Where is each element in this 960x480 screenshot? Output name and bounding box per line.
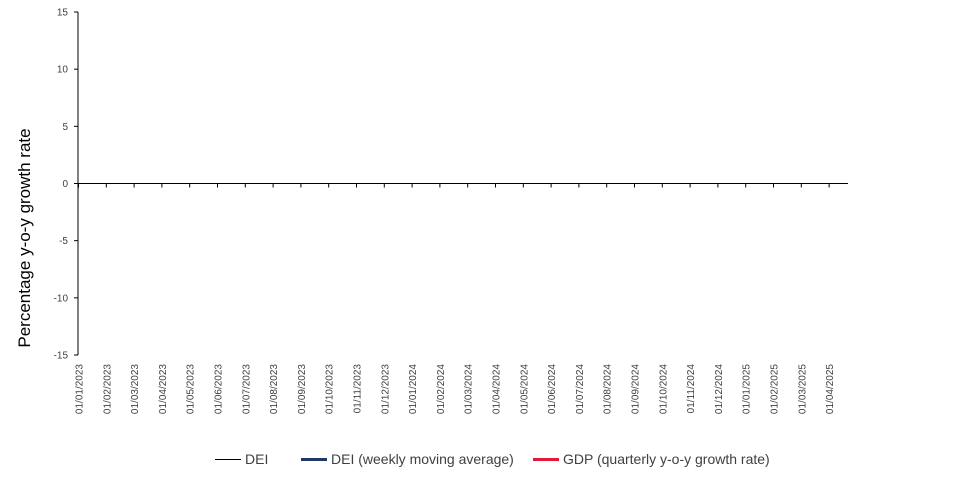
legend: DEI DEI (weekly moving average) GDP (qua… [0,451,960,471]
x-tick-label: 01/02/2024 [436,364,447,414]
x-tick-label: 01/06/2023 [214,364,225,414]
y-tick-label: 15 [57,8,69,19]
x-tick-label: 01/01/2025 [742,364,753,414]
legend-item-dei: DEI [215,451,268,467]
x-tick-label: 01/11/2023 [353,364,364,414]
legend-swatch-dei-weekly-ma [301,457,327,461]
legend-label-dei: DEI [245,451,269,467]
x-tick-label: 01/04/2025 [825,364,836,414]
x-tick-label: 01/05/2024 [519,364,530,414]
x-tick-label: 01/10/2023 [325,364,336,414]
x-tick-label: 01/01/2023 [75,364,86,414]
x-tick-label: 01/12/2024 [714,364,725,414]
x-tick-label: 01/02/2023 [102,364,113,414]
y-axis-ticks: 15 10 5 0 -5 -10 -15 [54,8,78,362]
y-tick-label: -10 [54,293,69,304]
x-tick-label: 01/08/2024 [603,364,614,414]
legend-swatch-gdp [533,457,559,461]
y-tick-label: -5 [59,236,68,247]
x-tick-label: 01/01/2024 [408,364,419,414]
x-tick-label: 01/03/2025 [797,364,808,414]
legend-item-dei-weekly-ma: DEI (weekly moving average) [301,451,514,467]
x-tick-label: 01/03/2024 [464,364,475,414]
x-axis-ticks: 01/01/2023 01/02/2023 01/03/2023 01/04/2023… [75,183,836,414]
y-tick-label: 5 [62,122,68,133]
x-tick-label: 01/06/2024 [547,364,558,414]
legend-label-gdp: GDP (quarterly y-o-y growth rate) [563,451,770,467]
x-tick-label: 01/05/2023 [186,364,197,414]
x-tick-label: 01/09/2023 [297,364,308,414]
y-tick-label: 10 [57,65,69,76]
y-tick-label: -15 [54,351,69,362]
x-tick-label: 01/12/2023 [380,364,391,414]
x-tick-label: 01/03/2023 [130,364,141,414]
x-tick-label: 01/08/2023 [269,364,280,414]
x-tick-label: 01/02/2025 [770,364,781,414]
x-tick-label: 01/09/2024 [631,364,642,414]
legend-item-gdp: GDP (quarterly y-o-y growth rate) [533,451,770,467]
x-tick-label: 01/07/2024 [575,364,586,414]
y-tick-label: 0 [62,179,68,190]
x-tick-label: 01/07/2023 [241,364,252,414]
x-tick-label: 01/04/2024 [492,364,503,414]
legend-label-dei-weekly-ma: DEI (weekly moving average) [331,451,514,467]
x-tick-label: 01/11/2024 [686,364,697,414]
x-tick-label: 01/04/2023 [158,364,169,414]
legend-swatch-dei [215,458,241,460]
x-tick-label: 01/10/2024 [658,364,669,414]
y-axis-label: Percentage y-o-y growth rate [15,128,34,347]
